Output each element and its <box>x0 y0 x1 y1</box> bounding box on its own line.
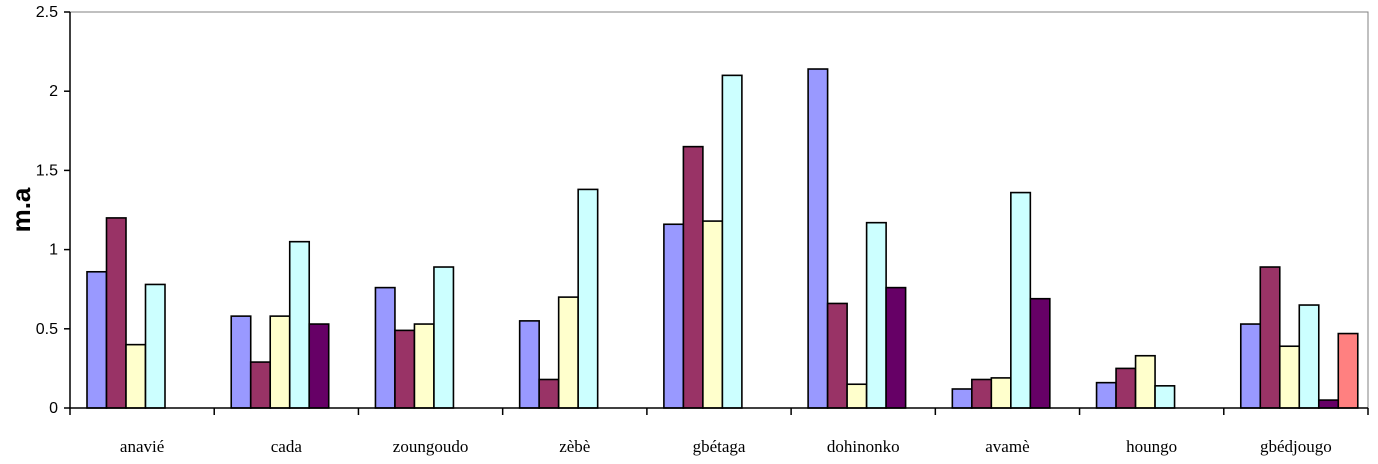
y-tick-label: 0.5 <box>36 321 58 338</box>
bar <box>865 221 887 409</box>
bar <box>249 361 272 409</box>
y-axis-label: m.a <box>6 187 36 232</box>
bar <box>702 220 724 409</box>
category-label: zoungoudo <box>393 437 469 456</box>
bar <box>1095 381 1117 409</box>
bar <box>682 145 704 409</box>
category-label: anavié <box>120 437 164 456</box>
bar <box>1239 323 1262 409</box>
bar <box>826 302 848 409</box>
bars-group <box>86 68 1359 409</box>
bar <box>230 315 252 409</box>
category-label: houngo <box>1126 437 1177 456</box>
y-tick-label: 2 <box>49 83 58 100</box>
bar <box>1134 354 1156 409</box>
bar <box>577 188 599 409</box>
bar <box>1317 399 1340 409</box>
bar <box>518 320 540 409</box>
y-axis: 0 0.5 1 1.5 2 2.5 <box>36 4 71 417</box>
bar <box>990 377 1012 409</box>
bar <box>105 217 127 409</box>
bar <box>1278 345 1301 409</box>
bar <box>951 388 973 409</box>
bar <box>971 378 993 409</box>
bar <box>1337 332 1359 409</box>
y-tick-label: 1 <box>49 242 58 259</box>
bar <box>1115 367 1137 409</box>
category-label: cada <box>271 437 303 456</box>
bar <box>557 296 579 409</box>
bar <box>86 270 108 409</box>
bar <box>413 323 435 409</box>
category-label: gbédjougo <box>1260 437 1332 456</box>
bar <box>269 315 291 409</box>
category-label: zèbè <box>559 437 590 456</box>
bar <box>1010 191 1032 409</box>
bar <box>807 68 829 409</box>
x-axis: anavié cada zoungoudo zèbè gbétaga dohinonko a… <box>69 407 1369 456</box>
bar <box>846 383 868 409</box>
bar <box>721 74 743 409</box>
bar <box>374 286 396 409</box>
bar <box>1154 385 1176 409</box>
bar <box>1259 266 1281 409</box>
bar <box>144 283 166 409</box>
bar <box>394 329 416 409</box>
y-tick-label: 1.5 <box>36 162 58 179</box>
bar <box>288 240 311 409</box>
category-label: avamè <box>985 437 1029 456</box>
bar <box>308 323 330 409</box>
bar <box>538 378 560 409</box>
bar <box>1029 297 1051 409</box>
bar <box>885 286 907 409</box>
bar <box>1298 304 1320 409</box>
category-label: dohinonko <box>827 437 900 456</box>
bar <box>433 266 455 409</box>
y-tick-label: 2.5 <box>36 4 58 21</box>
bar <box>663 223 685 409</box>
y-tick-label: 0 <box>49 400 58 417</box>
category-label: gbétaga <box>693 437 746 456</box>
bar <box>125 343 147 409</box>
